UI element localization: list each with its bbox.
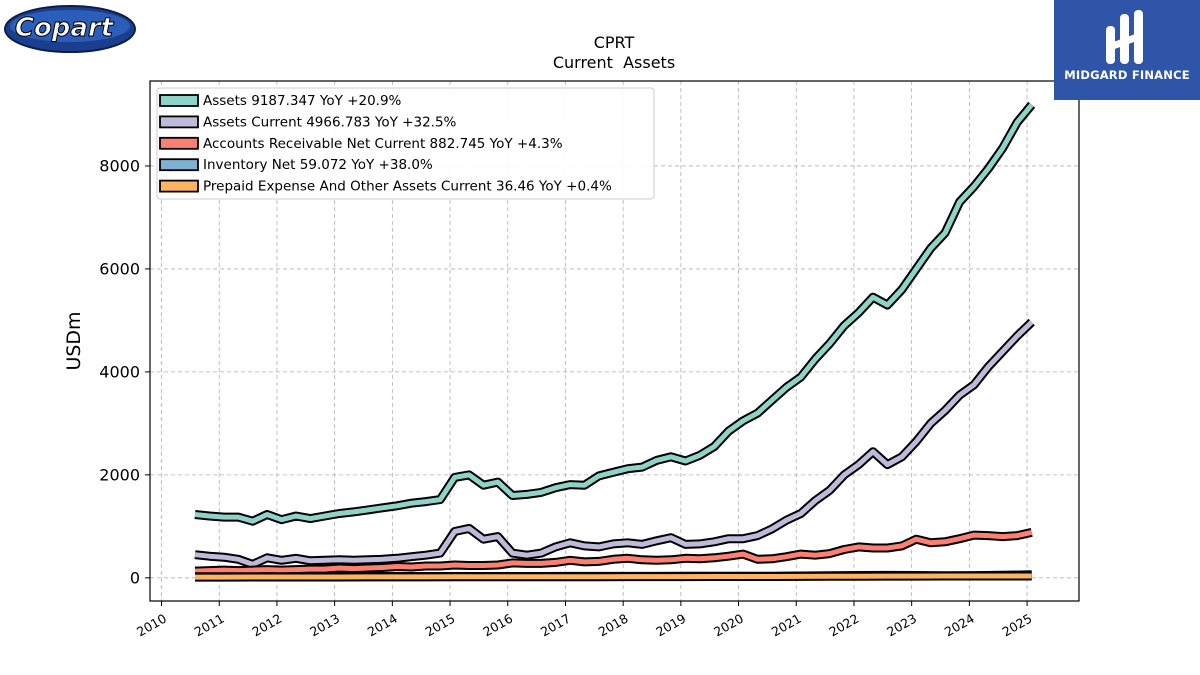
y-tick-label: 0 xyxy=(130,568,140,587)
plot-frame xyxy=(149,80,1080,602)
x-tick-label: 2024 xyxy=(942,611,977,640)
legend-label: Inventory Net 59.072 YoY +38.0% xyxy=(203,157,433,173)
x-tick-label: 2011 xyxy=(192,611,227,640)
series-assets xyxy=(194,101,1036,526)
midgard-finance-text: MIDGARD FINANCE xyxy=(1064,68,1190,82)
y-axis-label: USDm xyxy=(63,311,85,370)
y-tick-label: 2000 xyxy=(99,465,140,484)
series-outline xyxy=(194,318,1035,569)
x-tick-label: 2016 xyxy=(480,611,515,640)
x-tick-label: 2023 xyxy=(884,611,919,640)
x-tick-label: 2013 xyxy=(307,611,342,640)
x-tick-label: 2025 xyxy=(1000,611,1035,640)
legend-swatch xyxy=(159,94,199,107)
legend-label: Assets Current 4966.783 YoY +32.5% xyxy=(203,114,457,130)
midgard-emblem-icon xyxy=(1106,10,1143,64)
x-tick-label: 2017 xyxy=(538,611,573,640)
legend-swatch xyxy=(159,115,199,129)
series-line xyxy=(194,320,1034,567)
copart-logo-text: Copart xyxy=(15,13,115,43)
series-line xyxy=(195,573,1032,580)
x-tick-label: 2021 xyxy=(769,611,804,640)
x-tick-label: 2012 xyxy=(249,611,284,640)
x-tick-label: 2022 xyxy=(826,611,861,640)
series-line xyxy=(194,103,1034,524)
series-prepaid-expense-and-other-assets-current xyxy=(195,571,1032,582)
y-tick-label: 8000 xyxy=(99,156,140,175)
x-tick-label: 2015 xyxy=(422,611,457,640)
legend-swatch xyxy=(159,179,199,193)
y-tick-label: 6000 xyxy=(99,259,140,278)
midgard-finance-logo: MIDGARD FINANCE xyxy=(1054,0,1200,100)
series-line xyxy=(194,529,1033,574)
x-tick-label: 2014 xyxy=(365,611,400,640)
copart-logo: Copart xyxy=(4,4,136,54)
x-tick-label: 2018 xyxy=(596,611,631,640)
legend-swatch xyxy=(159,136,199,150)
x-tick-label: 2019 xyxy=(653,611,688,640)
series-layer xyxy=(194,101,1036,582)
legend-label: Prepaid Expense And Other Assets Current… xyxy=(203,179,612,195)
y-tick-label: 4000 xyxy=(99,362,140,381)
legend-swatch xyxy=(159,158,199,172)
series-assets-current xyxy=(194,318,1035,569)
series-outline xyxy=(194,528,1033,576)
x-tick-label: 2010 xyxy=(134,611,169,640)
x-tick-label: 2020 xyxy=(711,611,746,640)
chart-title: CPRT xyxy=(594,33,635,52)
legend-label: Assets 9187.347 YoY +20.9% xyxy=(203,93,402,109)
chart-subtitle: Current Assets xyxy=(553,53,675,72)
legend: Assets 9187.347 YoY +20.9% Assets Current… xyxy=(156,87,655,200)
series-accounts-receivable-net-current xyxy=(194,528,1033,576)
legend-label: Accounts Receivable Net Current 882.745 … xyxy=(203,136,563,152)
legend-box xyxy=(156,87,655,200)
